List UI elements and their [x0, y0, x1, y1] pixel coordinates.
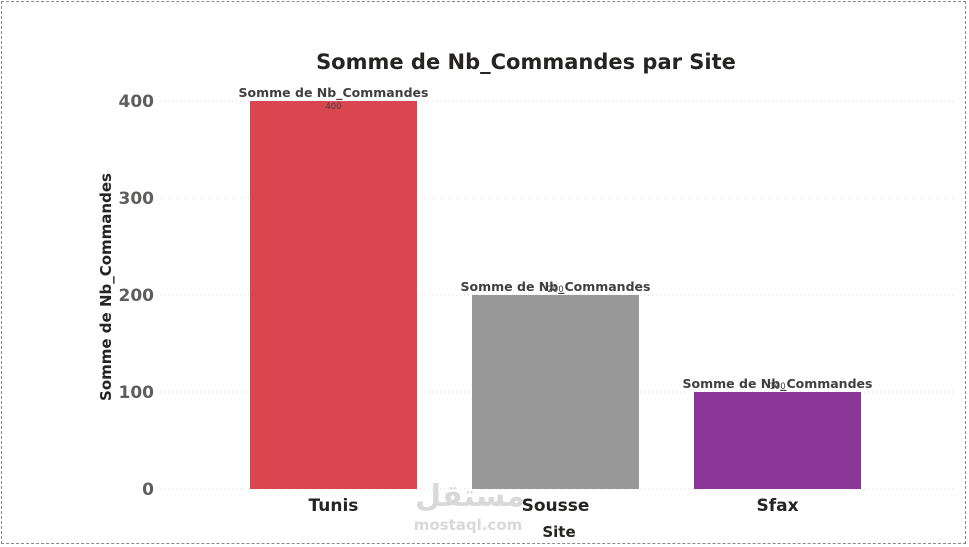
data-label-title: Somme de Nb_Commandes	[239, 85, 429, 101]
y-axis-ticks: 0 100 200 300 400	[119, 92, 155, 500]
data-label-title: Somme de Nb_Commandes	[461, 279, 651, 295]
bar-tunis[interactable]	[250, 101, 417, 489]
data-label-value: 100	[769, 382, 785, 392]
watermark-logo: مستقل mostaql.com	[414, 479, 525, 534]
x-axis-title: Site	[542, 523, 575, 541]
bars	[250, 101, 861, 489]
y-tick-label: 400	[119, 92, 155, 112]
data-label-title: Somme de Nb_Commandes	[683, 376, 873, 392]
y-tick-label: 200	[119, 286, 155, 306]
bar-sfax[interactable]	[694, 392, 861, 489]
data-label-value: 200	[547, 285, 563, 295]
chart-title: Somme de Nb_Commandes par Site	[316, 50, 736, 74]
y-tick-label: 300	[119, 189, 155, 209]
x-axis-ticks: Tunis Sousse Sfax	[309, 496, 799, 516]
bar-sousse[interactable]	[472, 295, 639, 489]
watermark-latin: mostaql.com	[414, 516, 523, 534]
y-tick-label: 100	[119, 383, 155, 403]
y-tick-label: 0	[142, 480, 154, 500]
y-axis-title: Somme de Nb_Commandes	[97, 173, 115, 401]
watermark-arabic: مستقل	[415, 479, 525, 514]
x-tick-label: Sfax	[756, 496, 798, 516]
x-tick-label: Sousse	[522, 496, 590, 516]
data-label-value: 400	[325, 102, 341, 112]
x-tick-label: Tunis	[309, 496, 359, 516]
